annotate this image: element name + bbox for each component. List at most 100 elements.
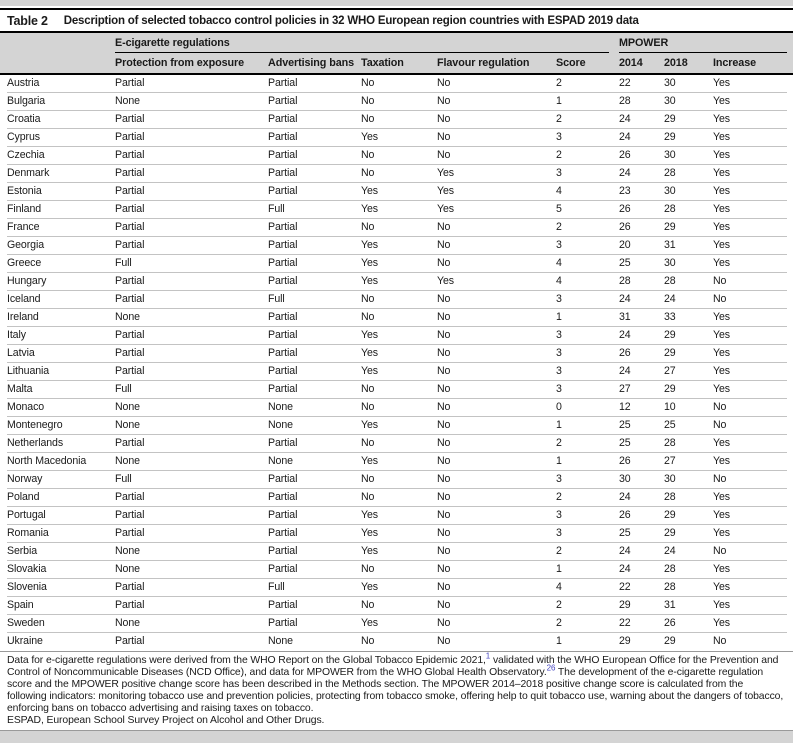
cell-advertising: Partial bbox=[268, 617, 298, 629]
cell-2018: 30 bbox=[664, 473, 676, 485]
table-row: Georgia Partial Partial Yes No 3 20 31 Y… bbox=[7, 237, 787, 255]
reference-link-26[interactable]: 26 bbox=[546, 663, 556, 673]
cell-2014: 24 bbox=[619, 113, 631, 125]
cell-protection: Partial bbox=[115, 185, 145, 197]
cell-2018: 29 bbox=[664, 131, 676, 143]
cell-flavour: No bbox=[437, 419, 451, 431]
cell-increase: Yes bbox=[713, 383, 730, 395]
cell-score: 3 bbox=[556, 527, 562, 539]
cell-2018: 28 bbox=[664, 167, 676, 179]
cell-taxation: No bbox=[361, 293, 375, 305]
cell-2018: 29 bbox=[664, 383, 676, 395]
cell-country: Czechia bbox=[7, 149, 45, 161]
cell-taxation: Yes bbox=[361, 617, 378, 629]
cell-flavour: No bbox=[437, 239, 451, 251]
cell-2014: 28 bbox=[619, 95, 631, 107]
cell-protection: Partial bbox=[115, 77, 145, 89]
cell-advertising: Partial bbox=[268, 311, 298, 323]
cell-taxation: No bbox=[361, 95, 375, 107]
espad-abbreviation-note: ESPAD, European School Survey Project on… bbox=[7, 715, 325, 726]
cell-taxation: Yes bbox=[361, 347, 378, 359]
column-header-2018: 2018 bbox=[664, 57, 688, 69]
cell-increase: Yes bbox=[713, 347, 730, 359]
cell-increase: No bbox=[713, 473, 727, 485]
column-header-2014: 2014 bbox=[619, 57, 643, 69]
cell-2018: 27 bbox=[664, 365, 676, 377]
cell-increase: Yes bbox=[713, 167, 730, 179]
cell-taxation: No bbox=[361, 563, 375, 575]
cell-increase: Yes bbox=[713, 95, 730, 107]
cell-flavour: No bbox=[437, 599, 451, 611]
cell-score: 3 bbox=[556, 473, 562, 485]
table-row: Ireland None Partial No No 1 31 33 Yes bbox=[7, 309, 787, 327]
cell-flavour: No bbox=[437, 563, 451, 575]
cell-protection: Partial bbox=[115, 365, 145, 377]
table-row: Malta Full Partial No No 3 27 29 Yes bbox=[7, 381, 787, 399]
cell-advertising: Partial bbox=[268, 221, 298, 233]
cell-increase: Yes bbox=[713, 113, 730, 125]
table-row: Serbia None Partial Yes No 2 24 24 No bbox=[7, 543, 787, 561]
footnote-part2: validated with the WHO European Office f… bbox=[7, 655, 779, 678]
cell-taxation: Yes bbox=[361, 527, 378, 539]
cell-2014: 28 bbox=[619, 275, 631, 287]
cell-score: 2 bbox=[556, 113, 562, 125]
cell-2014: 24 bbox=[619, 131, 631, 143]
table-header: E-cigarette regulations MPOWER Protectio… bbox=[0, 33, 793, 75]
reference-link-1[interactable]: 1 bbox=[485, 651, 491, 661]
cell-taxation: No bbox=[361, 491, 375, 503]
cell-2018: 29 bbox=[664, 527, 676, 539]
cell-advertising: Partial bbox=[268, 347, 298, 359]
cell-protection: Partial bbox=[115, 509, 145, 521]
column-header-score: Score bbox=[556, 57, 586, 69]
cell-advertising: None bbox=[268, 419, 293, 431]
cell-flavour: No bbox=[437, 131, 451, 143]
cell-flavour: No bbox=[437, 509, 451, 521]
cell-2014: 24 bbox=[619, 563, 631, 575]
group-header-mpower-label: MPOWER bbox=[619, 36, 669, 49]
cell-country: Lithuania bbox=[7, 365, 50, 377]
cell-increase: Yes bbox=[713, 527, 730, 539]
cell-country: Italy bbox=[7, 329, 26, 341]
cell-2014: 30 bbox=[619, 473, 631, 485]
cell-taxation: Yes bbox=[361, 581, 378, 593]
table-caption: Description of selected tobacco control … bbox=[63, 14, 639, 27]
cell-2018: 28 bbox=[664, 581, 676, 593]
cell-2014: 26 bbox=[619, 455, 631, 467]
cell-2014: 26 bbox=[619, 221, 631, 233]
cell-advertising: Partial bbox=[268, 545, 298, 557]
cell-increase: Yes bbox=[713, 509, 730, 521]
column-header-increase: Increase bbox=[713, 57, 757, 69]
cell-taxation: Yes bbox=[361, 545, 378, 557]
cell-advertising: Partial bbox=[268, 185, 298, 197]
cell-increase: No bbox=[713, 293, 727, 305]
group-header-mpower: MPOWER bbox=[619, 33, 787, 53]
cell-score: 4 bbox=[556, 581, 562, 593]
cell-protection: Partial bbox=[115, 347, 145, 359]
footnote-text: Data for e-cigarette regulations were de… bbox=[7, 651, 785, 715]
cell-flavour: No bbox=[437, 149, 451, 161]
column-header-protection: Protection from exposure bbox=[115, 57, 244, 69]
cell-flavour: No bbox=[437, 365, 451, 377]
cell-2014: 23 bbox=[619, 185, 631, 197]
table-row: France Partial Partial No No 2 26 29 Yes bbox=[7, 219, 787, 237]
cell-country: Serbia bbox=[7, 545, 38, 557]
cell-2018: 10 bbox=[664, 401, 676, 413]
cell-taxation: Yes bbox=[361, 239, 378, 251]
cell-country: Bulgaria bbox=[7, 95, 46, 107]
group-header-ecigarette-label: E-cigarette regulations bbox=[115, 36, 230, 49]
cell-country: Greece bbox=[7, 257, 42, 269]
cell-country: Ukraine bbox=[7, 635, 43, 647]
cell-score: 2 bbox=[556, 617, 562, 629]
table-row: Romania Partial Partial Yes No 3 25 29 Y… bbox=[7, 525, 787, 543]
cell-advertising: Full bbox=[268, 293, 285, 305]
cell-score: 2 bbox=[556, 437, 562, 449]
table-row: Iceland Partial Full No No 3 24 24 No bbox=[7, 291, 787, 309]
cell-protection: Partial bbox=[115, 329, 145, 341]
cell-increase: Yes bbox=[713, 455, 730, 467]
cell-country: Netherlands bbox=[7, 437, 64, 449]
cell-advertising: Partial bbox=[268, 473, 298, 485]
cell-protection: Partial bbox=[115, 599, 145, 611]
footnote-part1: Data for e-cigarette regulations were de… bbox=[7, 655, 486, 666]
cell-2014: 25 bbox=[619, 419, 631, 431]
cell-protection: None bbox=[115, 95, 140, 107]
